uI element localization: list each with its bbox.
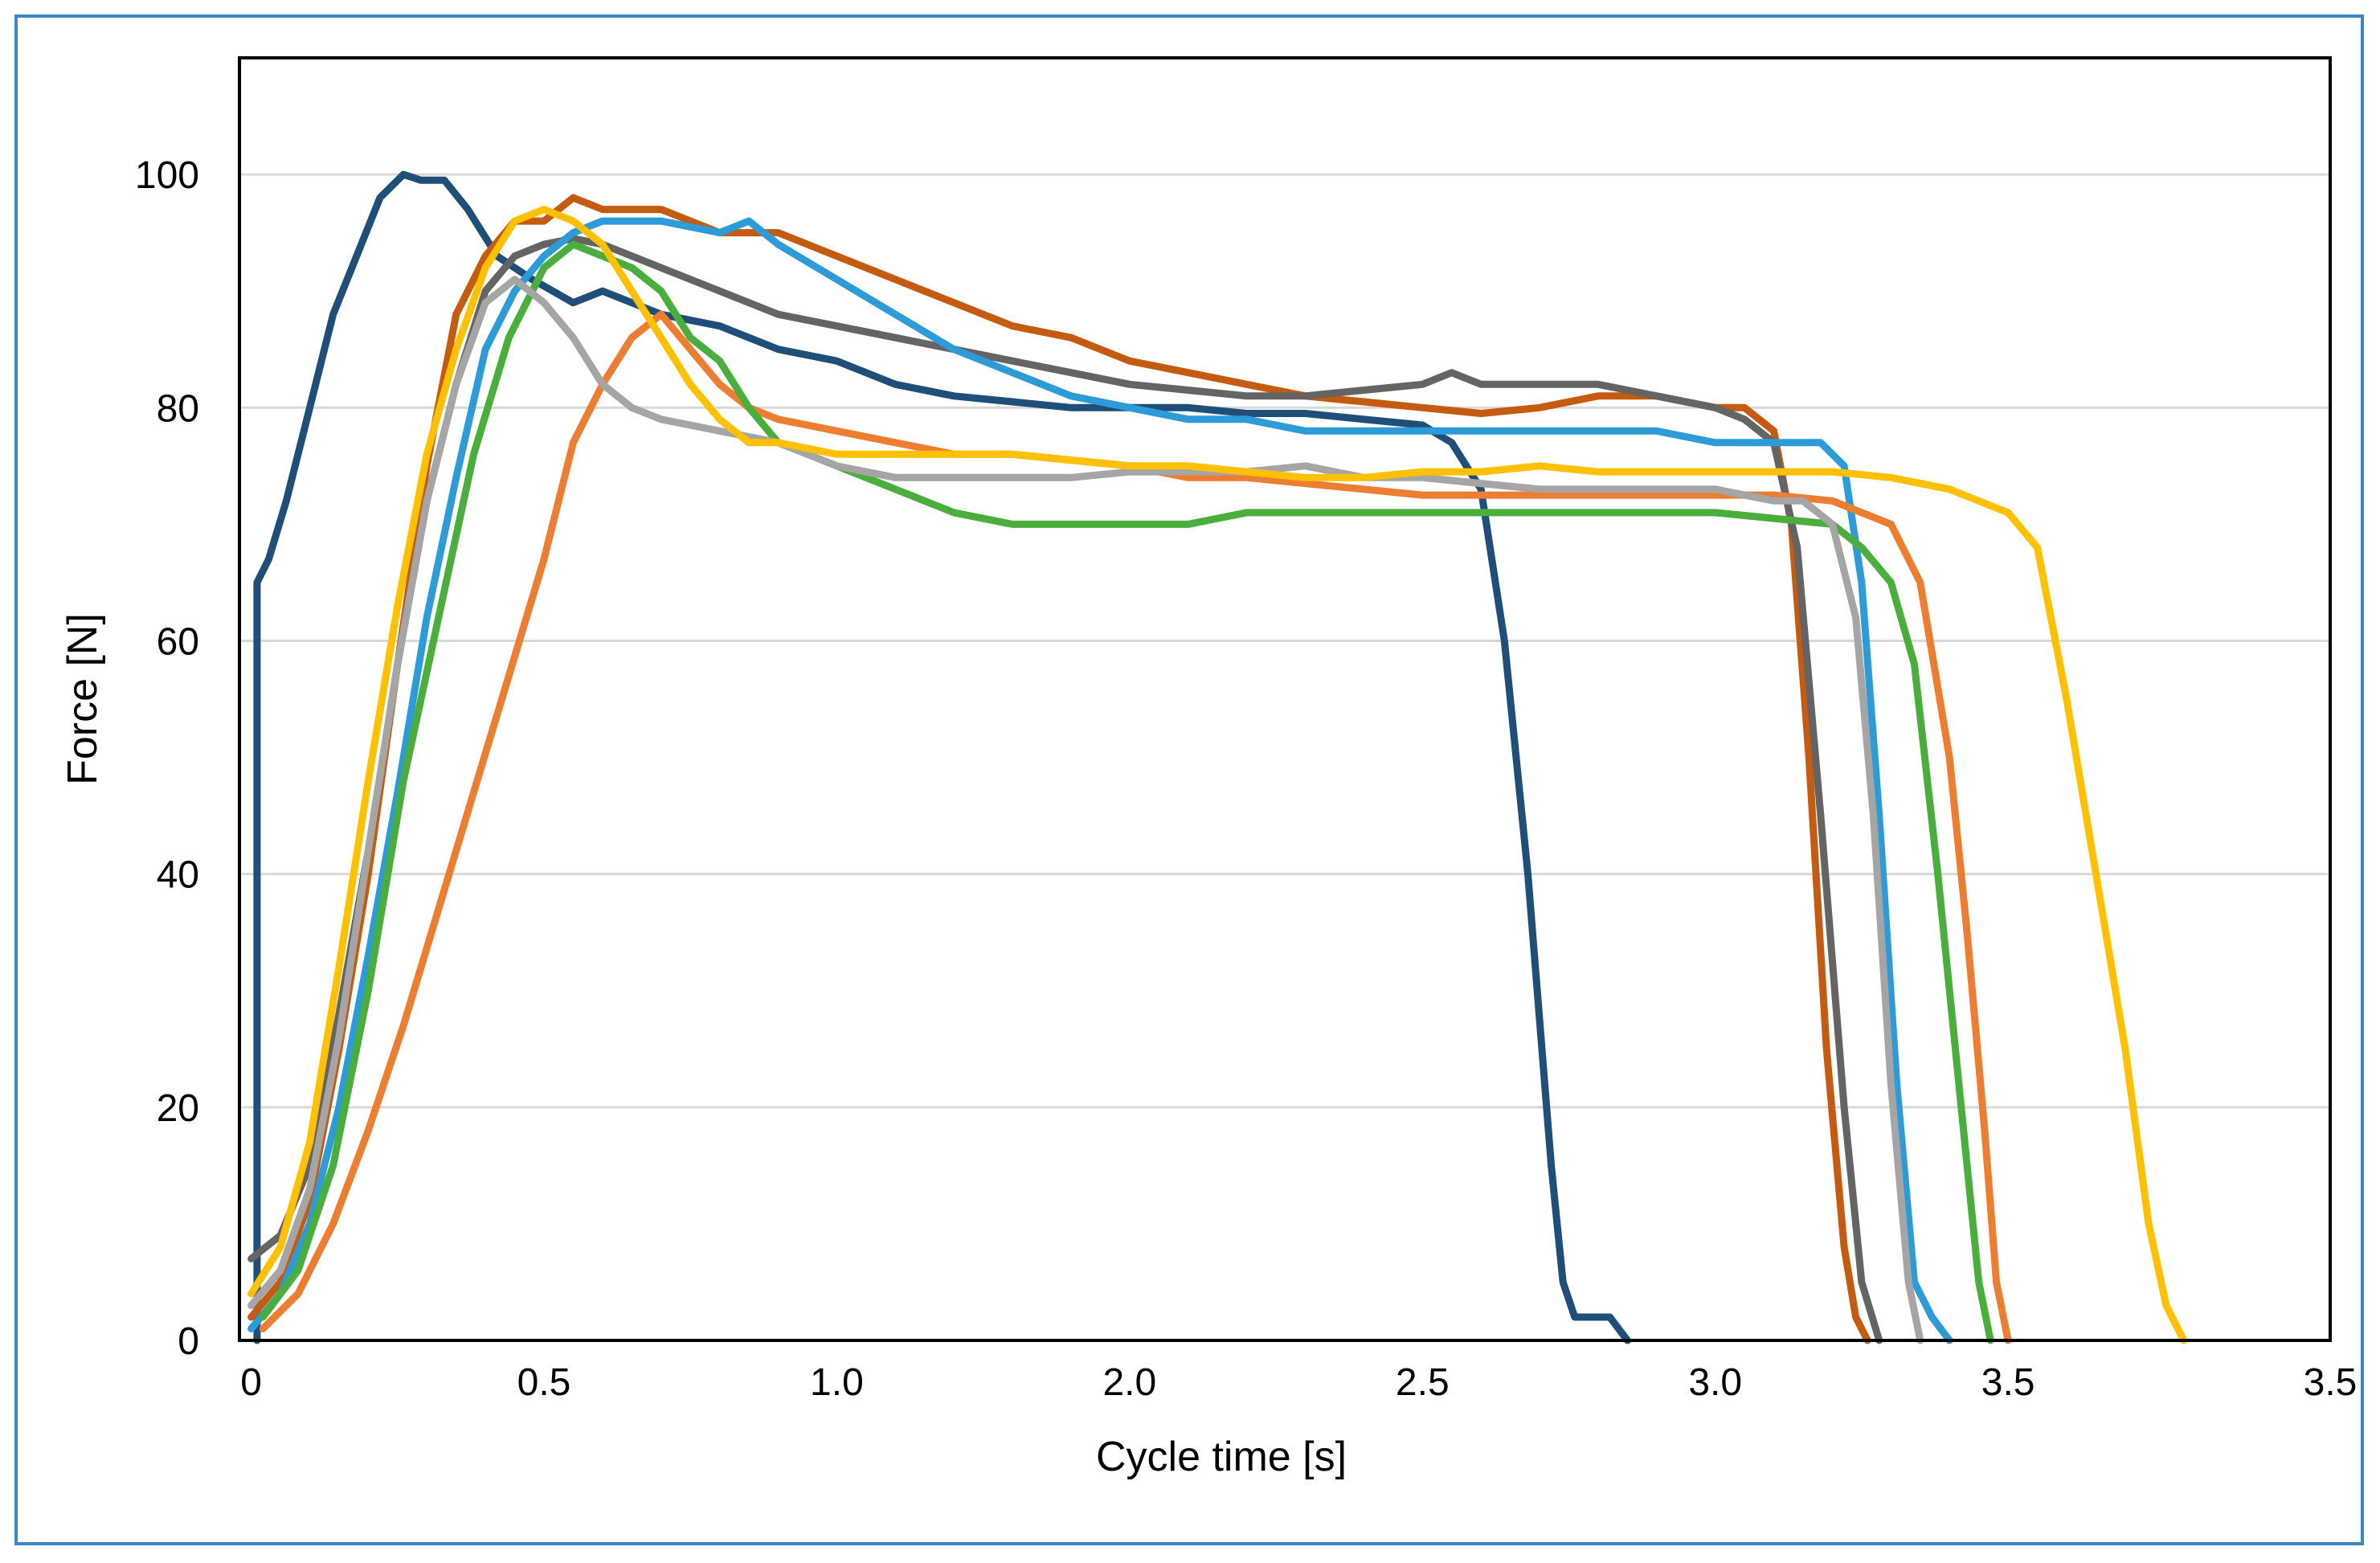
y-tick-label: 20 xyxy=(157,1087,199,1130)
y-axis-ticks: 0 20 40 60 80 100 xyxy=(135,154,199,1363)
chart: 0 20 40 60 80 100 0 0.5 1.0 2.0 2.5 3.0 3.5 3.5 Cycl… xyxy=(0,0,2380,1563)
x-tick-label: 2.5 xyxy=(1396,1361,1450,1404)
series-sky-blue xyxy=(251,221,1950,1340)
x-tick-label: 2.0 xyxy=(1102,1361,1156,1404)
y-tick-label: 100 xyxy=(135,154,199,197)
series-light-gray xyxy=(251,280,1920,1340)
x-axis-ticks: 0 0.5 1.0 2.0 2.5 3.0 3.5 3.5 xyxy=(240,1361,2357,1404)
x-tick-label: 0 xyxy=(240,1361,262,1404)
series-group xyxy=(251,174,2184,1340)
x-tick-label: 3.5 xyxy=(2304,1361,2358,1404)
x-tick-label: 3.5 xyxy=(1981,1361,2035,1404)
x-tick-label: 3.0 xyxy=(1688,1361,1742,1404)
x-axis-title: Cycle time [s] xyxy=(1096,1434,1347,1480)
y-tick-label: 80 xyxy=(157,387,199,430)
y-tick-label: 60 xyxy=(157,620,199,663)
x-tick-label: 0.5 xyxy=(517,1361,571,1404)
y-tick-label: 40 xyxy=(157,854,199,897)
y-tick-label: 0 xyxy=(178,1320,199,1363)
y-axis-title: Force [N] xyxy=(59,613,106,785)
x-tick-label: 1.0 xyxy=(810,1361,864,1404)
